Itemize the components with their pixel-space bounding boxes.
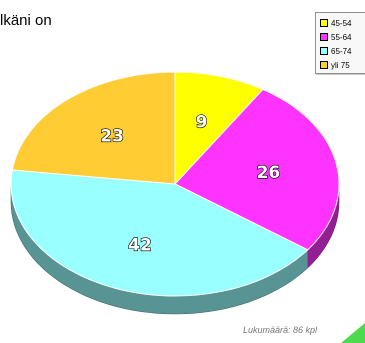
legend-label-55-64: 55-64 <box>331 32 352 42</box>
chart-legend: 45-54 55-64 65-74 yli 75 <box>315 12 365 74</box>
legend-item-65-74: 65-74 <box>320 44 365 58</box>
count-label: Lukumäärä: 86 kpl <box>242 325 317 335</box>
pie-slice-65-74 <box>10 169 309 297</box>
legend-label-45-54: 45-54 <box>331 18 352 28</box>
legend-item-55-64: 55-64 <box>320 30 365 44</box>
legend-label-yli-75: yli 75 <box>331 60 350 70</box>
pie-slice-yli-75 <box>11 71 176 185</box>
pie-label-55-64: 26 <box>257 163 281 183</box>
pie-slice-45-54 <box>174 71 264 186</box>
legend-swatch-yli-75 <box>320 61 328 69</box>
pie-slice-55-64 <box>174 88 340 251</box>
pie-label-yli-75: 23 <box>100 126 124 146</box>
legend-item-yli-75: yli 75 <box>320 58 365 72</box>
chart-title: lkäni on <box>0 12 52 29</box>
legend-swatch-55-64 <box>320 33 328 41</box>
legend-item-45-54: 45-54 <box>320 16 365 30</box>
pie-label-45-54: 9 <box>196 113 208 133</box>
legend-swatch-45-54 <box>320 19 328 27</box>
pie-label-65-74: 42 <box>128 235 152 255</box>
legend-label-65-74: 65-74 <box>331 46 352 56</box>
legend-swatch-65-74 <box>320 47 328 55</box>
